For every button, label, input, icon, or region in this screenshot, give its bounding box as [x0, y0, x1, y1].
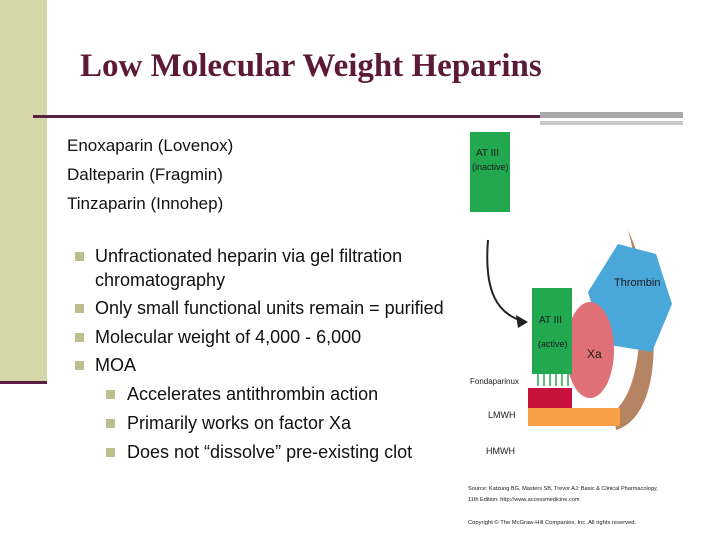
- bullet-text: Molecular weight of 4,000 - 6,000: [95, 326, 362, 347]
- sub-bullet-text: Primarily works on factor Xa: [127, 412, 352, 433]
- title-underline-accent-lower: [540, 121, 683, 125]
- bullet-text: Unfractionated heparin via gel filtratio…: [95, 246, 403, 290]
- bullet-marker-icon: [75, 304, 84, 313]
- bullet-marker-icon: [75, 252, 84, 261]
- sub-bullet-text: Does not “dissolve” pre-existing clot: [127, 441, 413, 462]
- lmwh-label: LMWH: [488, 410, 516, 420]
- slide-title: Low Molecular Weight Heparins: [80, 48, 542, 84]
- drug-name: Dalteparin (Fragmin): [67, 165, 223, 184]
- bullet-marker-icon: [106, 447, 115, 457]
- title-underline: [33, 115, 540, 118]
- bullet-marker-icon: [75, 361, 84, 370]
- at3-active-label: AT III: [539, 315, 562, 326]
- fondaparinux-block: [528, 388, 572, 410]
- left-bar-bottom-gap: [0, 383, 47, 540]
- source-citation-line2: 11th Edition: http://www.accessmedicine.…: [468, 497, 580, 503]
- bullet-marker-icon: [106, 389, 115, 399]
- factor-xa-label: Xa: [587, 347, 602, 361]
- thrombin-label: Thrombin: [614, 277, 660, 289]
- bullet-list: Unfractionated heparin via gel filtratio…: [75, 245, 455, 470]
- at3-inactive-box: [470, 132, 510, 212]
- copyright-notice: Copyright © The McGraw-Hill Companies, I…: [468, 519, 637, 526]
- factor-xa-shape: [566, 302, 614, 398]
- at3-active-ticks: [537, 370, 569, 386]
- sub-bullet-item: Accelerates antithrombin action: [75, 383, 455, 407]
- heparin-mechanism-diagram: Thrombin Xa AT III (inactive) AT III (ac…: [466, 130, 704, 528]
- sub-bullet-text: Accelerates antithrombin action: [127, 383, 379, 404]
- bullet-marker-icon: [106, 418, 115, 428]
- title-underline-accent: [540, 112, 683, 118]
- at3-inactive-ticks: [477, 222, 503, 234]
- hmwh-label: HMWH: [486, 446, 515, 456]
- sub-bullet-item: Primarily works on factor Xa: [75, 412, 455, 436]
- fondaparinux-label: Fondaparinux: [470, 377, 519, 386]
- at3-inactive-sublabel: (inactive): [472, 162, 509, 172]
- bullet-item: MOA: [75, 354, 455, 378]
- arrowhead-icon: [516, 315, 528, 328]
- bullet-item: Unfractionated heparin via gel filtratio…: [75, 245, 455, 292]
- left-bar-divider: [0, 381, 47, 384]
- source-citation-line1: Source: Katzung BG, Masters SB, Trevor A…: [468, 486, 658, 492]
- bullet-item: Molecular weight of 4,000 - 6,000: [75, 326, 455, 350]
- drug-list: Enoxaparin (Lovenox) Dalteparin (Fragmin…: [67, 131, 233, 218]
- at3-active-box: [532, 288, 572, 374]
- bullet-text: MOA: [95, 355, 137, 375]
- sub-bullet-item: Does not “dissolve” pre-existing clot: [75, 441, 455, 465]
- drug-name: Tinzaparin (Innohep): [67, 194, 224, 213]
- bullet-item: Only small functional units remain = pur…: [75, 297, 455, 321]
- bullet-marker-icon: [75, 332, 84, 342]
- drug-name: Enoxaparin (Lovenox): [67, 136, 234, 155]
- bullet-text: Only small functional units remain = pur…: [95, 298, 444, 318]
- at3-inactive-label: AT III: [476, 148, 499, 159]
- lmwh-block: [528, 408, 620, 426]
- at3-active-sublabel: (active): [538, 339, 568, 349]
